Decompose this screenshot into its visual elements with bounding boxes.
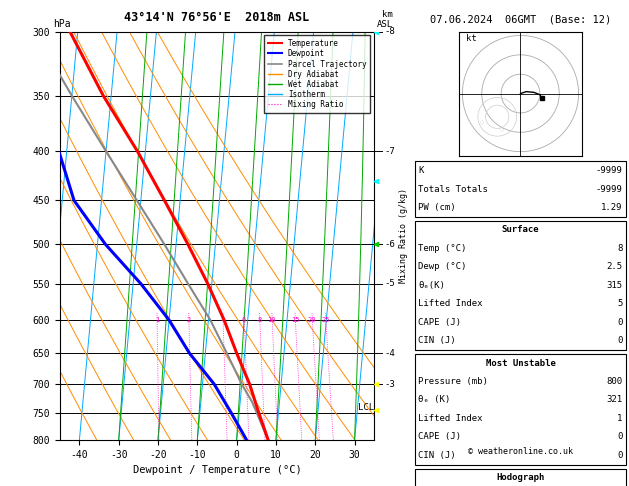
Text: 0: 0 [617, 451, 623, 460]
Text: 8: 8 [257, 317, 262, 323]
Text: Totals Totals: Totals Totals [418, 185, 488, 193]
Text: 0: 0 [617, 433, 623, 441]
Text: 15: 15 [291, 317, 299, 323]
Text: 25: 25 [321, 317, 330, 323]
Text: CIN (J): CIN (J) [418, 336, 456, 345]
Text: -6: -6 [384, 240, 395, 249]
Text: 800: 800 [606, 377, 623, 386]
Text: 2.5: 2.5 [606, 262, 623, 271]
Text: 43°14'N 76°56'E  2018m ASL: 43°14'N 76°56'E 2018m ASL [125, 11, 309, 24]
Text: 1: 1 [617, 414, 623, 423]
Text: CAPE (J): CAPE (J) [418, 433, 461, 441]
Text: 6: 6 [242, 317, 246, 323]
Text: θₑ(K): θₑ(K) [418, 281, 445, 290]
Text: hPa: hPa [53, 19, 71, 29]
Text: 07.06.2024  06GMT  (Base: 12): 07.06.2024 06GMT (Base: 12) [430, 14, 611, 24]
Text: Temp (°C): Temp (°C) [418, 244, 467, 253]
Text: Most Unstable: Most Unstable [486, 359, 555, 367]
Text: CIN (J): CIN (J) [418, 451, 456, 460]
Text: Surface: Surface [502, 226, 539, 234]
Text: Dewp (°C): Dewp (°C) [418, 262, 467, 271]
Text: Hodograph: Hodograph [496, 473, 545, 482]
Text: km
ASL: km ASL [377, 11, 393, 29]
X-axis label: Dewpoint / Temperature (°C): Dewpoint / Temperature (°C) [133, 465, 301, 475]
Text: Pressure (mb): Pressure (mb) [418, 377, 488, 386]
Text: $\diamondsuit$: $\diamondsuit$ [498, 124, 504, 134]
Text: -8: -8 [384, 27, 395, 36]
Text: Lifted Index: Lifted Index [418, 414, 483, 423]
Text: K: K [418, 166, 424, 175]
Text: LCL: LCL [358, 403, 374, 412]
Text: 321: 321 [606, 396, 623, 404]
Text: -9999: -9999 [596, 166, 623, 175]
Text: 10: 10 [267, 317, 276, 323]
Text: -3: -3 [384, 380, 395, 389]
Text: 4: 4 [221, 317, 225, 323]
Text: -5: -5 [384, 279, 395, 288]
Text: -9999: -9999 [596, 185, 623, 193]
Text: Lifted Index: Lifted Index [418, 299, 483, 308]
Text: PW (cm): PW (cm) [418, 203, 456, 212]
Text: -4: -4 [384, 349, 395, 358]
Text: θₑ (K): θₑ (K) [418, 396, 450, 404]
Text: $\diamondsuit$: $\diamondsuit$ [478, 117, 486, 126]
Text: kt: kt [466, 35, 477, 43]
Text: © weatheronline.co.uk: © weatheronline.co.uk [468, 447, 573, 456]
Text: Mixing Ratio (g/kg): Mixing Ratio (g/kg) [399, 188, 408, 283]
Text: -7: -7 [384, 147, 395, 156]
Text: CAPE (J): CAPE (J) [418, 318, 461, 327]
Text: 0: 0 [617, 318, 623, 327]
Legend: Temperature, Dewpoint, Parcel Trajectory, Dry Adiabat, Wet Adiabat, Isotherm, Mi: Temperature, Dewpoint, Parcel Trajectory… [264, 35, 370, 113]
Text: 20: 20 [308, 317, 316, 323]
Text: 315: 315 [606, 281, 623, 290]
Text: 1.29: 1.29 [601, 203, 623, 212]
Text: 2: 2 [187, 317, 191, 323]
Text: 0: 0 [617, 336, 623, 345]
Text: 5: 5 [617, 299, 623, 308]
Text: 8: 8 [617, 244, 623, 253]
Text: 1: 1 [155, 317, 159, 323]
